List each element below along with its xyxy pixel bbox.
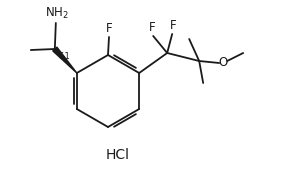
Text: F: F bbox=[106, 22, 112, 35]
Text: HCl: HCl bbox=[106, 148, 130, 162]
Text: F: F bbox=[149, 21, 156, 34]
Text: O: O bbox=[219, 57, 228, 70]
Text: &1: &1 bbox=[59, 52, 71, 61]
Text: NH$_2$: NH$_2$ bbox=[45, 6, 69, 21]
Text: F: F bbox=[170, 19, 176, 32]
Polygon shape bbox=[53, 47, 77, 73]
